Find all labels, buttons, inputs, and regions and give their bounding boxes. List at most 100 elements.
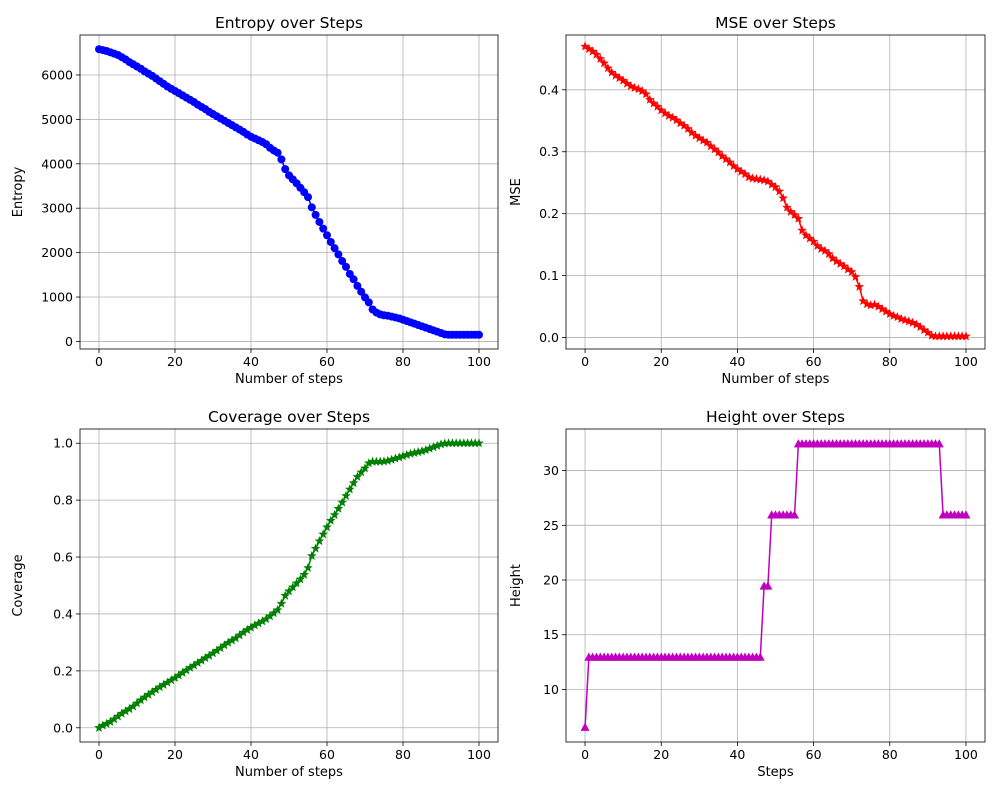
y-tick-label: 1000 [41,290,73,305]
data-point [774,186,785,196]
y-tick-label: 30 [543,463,559,478]
data-point [352,471,363,481]
data-point [280,590,290,600]
x-axis-label: Number of steps [722,372,830,387]
data-point [884,308,895,319]
data-point [835,258,846,268]
data-point [797,225,807,235]
x-tick-label: 60 [806,747,822,762]
data-point [763,581,773,590]
data-point [273,148,282,157]
data-point [873,301,884,311]
data-point [961,331,971,341]
data-point [304,193,312,202]
data-point [869,299,880,309]
data-point [633,84,644,94]
data-point [907,317,918,327]
x-tick-label: 80 [395,747,411,762]
data-point [770,182,781,192]
axes-frame [565,34,986,350]
data-point [713,147,724,157]
data-point [330,244,339,253]
data-point [353,281,362,290]
y-tick-label: 0.2 [53,663,73,678]
chart-title: MSE over Steps [715,14,836,32]
subplot-3: 0 20 40 60 80 100 0.0 0.2 0.4 0.6 0.8 1.0 Coverage o… [11,408,499,780]
data-point [641,89,651,99]
data-point [580,722,590,731]
x-tick-label: 40 [729,354,745,369]
y-tick-label: 0.4 [539,82,559,97]
data-point [474,438,484,448]
y-tick-label: 0.3 [539,144,559,159]
axes-frame [79,428,499,743]
data-point [310,543,321,553]
x-tick-label: 60 [806,354,822,369]
data-point [919,325,929,335]
data-point [303,562,313,572]
data-point [364,298,373,307]
data-point [342,262,350,271]
x-tick-label: 60 [319,354,335,369]
data-point [322,522,332,532]
data-point [277,155,286,164]
subplot-2: 0 20 40 60 80 100 0.0 0.1 0.2 0.3 0.4 MSE over Step… [509,14,986,387]
data-point [846,266,857,276]
data-point [854,281,865,291]
data-point [272,604,283,615]
data-point [315,217,324,226]
y-axis-label: Height [509,564,524,607]
x-tick-label: 60 [319,747,335,762]
data-point [337,497,347,507]
y-tick-label: 0.0 [53,720,73,735]
x-tick-label: 0 [95,747,103,762]
data-point [652,101,663,111]
data-point [276,598,287,608]
y-axis-label: MSE [509,178,524,206]
data-point [816,243,826,254]
data-point [595,53,606,63]
data-point [326,237,335,246]
x-axis-label: Number of steps [235,372,343,387]
x-tick-label: 40 [243,354,259,369]
data-point [808,236,819,246]
data-point [892,312,903,322]
data-point [698,135,708,145]
chart-title: Coverage over Steps [208,408,370,426]
data-point [790,510,800,519]
chart-title: Height over Steps [706,408,845,426]
y-tick-label: 2000 [41,245,73,260]
y-tick-label: 0.6 [53,550,73,565]
subplot-4: 0 20 40 60 80 100 10 15 20 25 30 Height over Steps S… [509,408,986,780]
data-point [645,94,655,104]
data-point [755,652,765,661]
y-tick-label: 6000 [41,67,73,82]
data-point [683,123,693,133]
y-tick-label: 15 [543,627,559,642]
data-point [610,70,621,80]
y-tick-label: 3000 [41,201,73,216]
y-tick-label: 0.1 [539,268,559,283]
x-tick-label: 0 [581,354,589,369]
y-tick-label: 1.0 [53,436,73,451]
data-point [603,63,613,73]
data-point [824,248,834,259]
data-point [307,203,316,212]
data-point [911,319,922,329]
data-point [793,213,804,223]
data-point [281,165,290,174]
data-point [348,478,359,488]
data-point [850,271,861,281]
data-point [625,81,636,91]
series-line [98,48,479,336]
y-tick-label: 10 [543,682,559,697]
y-axis-label: Coverage [11,554,26,616]
data-point [357,287,366,296]
y-tick-label: 0.8 [53,493,73,508]
data-point [961,510,971,519]
data-point [881,306,891,316]
data-point [877,304,887,314]
x-tick-label: 80 [882,354,898,369]
y-tick-label: 4000 [41,156,73,171]
